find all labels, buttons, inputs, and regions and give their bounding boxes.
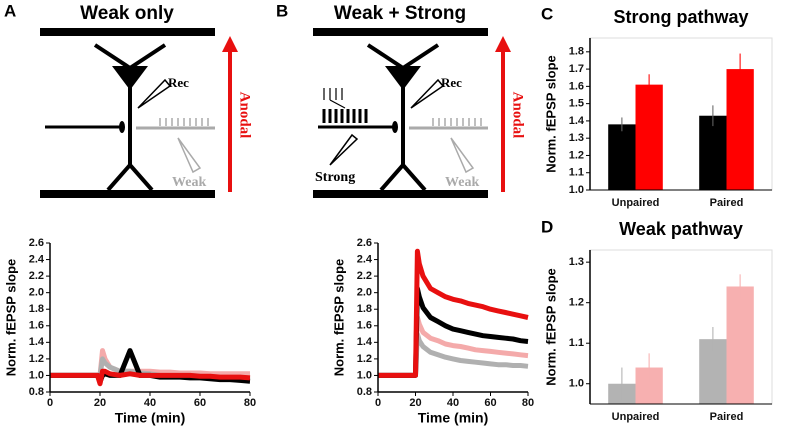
y-tick-label: 0.8: [357, 386, 372, 398]
y-tick-label: 1.7: [569, 63, 584, 75]
y-tick-label: 2.6: [357, 237, 372, 249]
y-tick-label: 1.6: [569, 80, 584, 92]
y-tick-label: 1.0: [569, 378, 584, 390]
x-tick-label: 80: [244, 397, 256, 409]
y-tick-label: 1.2: [29, 353, 44, 365]
y-tick-label: 1.2: [357, 353, 372, 365]
y-tick-label: 1.4: [357, 336, 373, 348]
x-tick-label: Unpaired: [612, 411, 660, 423]
panel-label: A: [4, 1, 16, 20]
x-tick-label: 0: [375, 397, 381, 409]
y-tick-label: 1.5: [569, 98, 584, 110]
anodal-label: Anodal: [510, 92, 526, 139]
arrow-head: [495, 36, 511, 52]
strong-electrode: [329, 133, 359, 166]
y-tick-label: 1.6: [357, 320, 372, 332]
y-axis-label: Norm. fEPSP slope: [3, 259, 18, 377]
weak-label: Weak: [445, 175, 479, 190]
y-tick-label: 1.2: [569, 149, 584, 161]
electrode-plate: [40, 28, 215, 36]
soma: [112, 66, 148, 90]
panel-label: C: [541, 4, 553, 23]
diagram-b: Weak + Strong Strong Rec Weak Anodal: [313, 3, 526, 198]
y-tick-label: 2.2: [29, 270, 44, 282]
y-axis-label: Norm. fEPSP slope: [331, 259, 346, 377]
y-tick-label: 1.4: [569, 115, 585, 127]
chart-title: Strong pathway: [613, 7, 748, 27]
x-tick-label: 0: [47, 397, 53, 409]
bar: [726, 69, 754, 190]
rec-electrode: [410, 78, 445, 109]
stimulus-train: [159, 118, 209, 126]
data-line: [50, 368, 251, 387]
stimulus-train: [432, 118, 482, 126]
weak-label: Weak: [172, 175, 206, 190]
y-tick-label: 1.4: [29, 336, 45, 348]
bar: [726, 286, 754, 404]
y-tick-label: 1.0: [357, 369, 372, 381]
strong-train: [322, 109, 368, 123]
x-tick-label: Unpaired: [612, 197, 660, 209]
bar: [635, 84, 663, 190]
x-tick-label: Paired: [710, 197, 744, 209]
bar: [608, 124, 636, 190]
rec-label: Rec: [441, 75, 462, 90]
electrode-plate: [313, 28, 488, 36]
anodal-label: Anodal: [237, 92, 253, 139]
y-tick-label: 1.0: [29, 369, 44, 381]
y-tick-label: 2.2: [357, 270, 372, 282]
x-axis-label: Time (min): [418, 410, 489, 426]
x-tick-label: 20: [94, 397, 106, 409]
rec-electrode: [137, 78, 172, 109]
diagram-title: Weak only: [80, 3, 174, 24]
y-tick-label: 2.4: [357, 253, 373, 265]
diagram-title: Weak + Strong: [334, 3, 466, 24]
weak-electrode: [450, 137, 475, 174]
synapse: [392, 121, 398, 133]
y-tick-label: 0.8: [29, 386, 44, 398]
panel-label: D: [541, 217, 553, 236]
y-tick-label: 1.1: [569, 337, 584, 349]
y-tick-label: 1.8: [29, 303, 44, 315]
chart-title: Weak pathway: [619, 219, 743, 239]
weak-electrode: [177, 137, 202, 174]
x-tick-label: Paired: [710, 411, 744, 423]
y-axis-label: Norm. fEPSP slope: [543, 268, 558, 386]
x-tick-label: 40: [144, 397, 156, 409]
synapse: [119, 121, 125, 133]
x-tick-label: 40: [447, 397, 459, 409]
y-tick-label: 1.8: [357, 303, 372, 315]
rec-label: Rec: [168, 75, 189, 90]
panel-label: B: [276, 1, 288, 20]
y-tick-label: 2.0: [357, 287, 372, 299]
x-tick-label: 60: [484, 397, 496, 409]
y-tick-label: 1.3: [569, 256, 584, 268]
diagram-a: Weak only Rec Weak Anodal: [40, 3, 253, 198]
data-line: [378, 248, 529, 378]
x-axis-label: Time (min): [115, 410, 186, 426]
strong-label: Strong: [315, 170, 355, 185]
soma: [385, 66, 421, 90]
electrode-plate: [40, 190, 215, 198]
y-tick-label: 2.0: [29, 287, 44, 299]
y-tick-label: 1.0: [569, 184, 584, 196]
y-tick-label: 1.6: [29, 320, 44, 332]
y-tick-label: 2.6: [29, 237, 44, 249]
x-tick-label: 20: [409, 397, 421, 409]
bar: [699, 115, 727, 190]
x-tick-label: 60: [194, 397, 206, 409]
y-axis-label: Norm. fEPSP slope: [543, 55, 558, 173]
y-tick-label: 1.8: [569, 46, 584, 58]
electrode-plate: [313, 190, 488, 198]
y-tick-label: 2.4: [29, 253, 45, 265]
arrow-head: [222, 36, 238, 52]
x-tick-label: 80: [522, 397, 534, 409]
y-tick-label: 1.2: [569, 297, 584, 309]
strong-stim: [323, 88, 346, 109]
y-tick-label: 1.3: [569, 132, 584, 144]
y-tick-label: 1.1: [569, 167, 584, 179]
